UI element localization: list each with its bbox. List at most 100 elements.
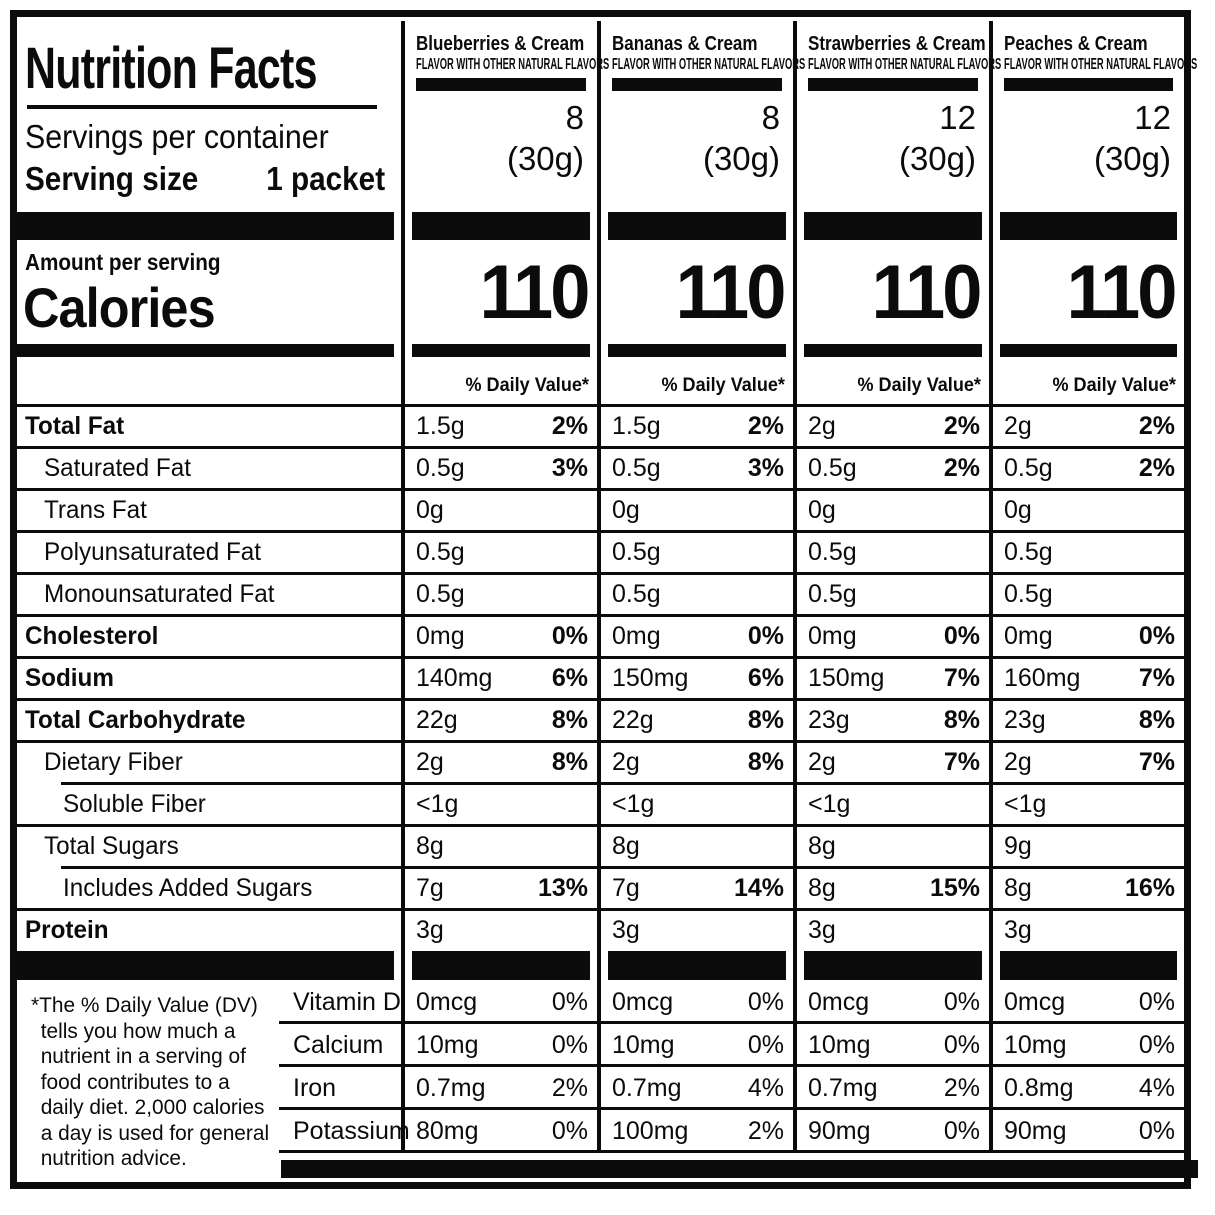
vitamin-amount: 90mg (808, 1117, 871, 1145)
vitamin-value-cell: 10mg 0% (401, 1024, 597, 1067)
servings-count: 12 (939, 99, 976, 136)
nutrient-amount: 3g (416, 916, 444, 944)
vitamin-value-cell: 0.7mg 2% (401, 1067, 597, 1110)
flavor-header-peaches: Peaches & Cream FLAVOR WITH OTHER NATURA… (989, 21, 1197, 211)
nutrient-daily-value: 7% (943, 664, 980, 692)
flavor-name: Bananas & Cream (612, 33, 758, 55)
flavor-tagline: FLAVOR WITH OTHER NATURAL FLAVORS (612, 54, 806, 73)
nutrient-amount: 8g (808, 832, 836, 860)
nutrient-daily-value: 13% (537, 874, 588, 902)
nutrient-row-includes-added-sugars: Includes Added Sugars 7g 13% 7g 14% 8g 15% 8g 16… (17, 866, 1184, 908)
nutrient-value-cell: 1.5g 2% (597, 404, 793, 446)
nutrient-amount: 9g (1004, 832, 1032, 860)
nutrient-value-cell: <1g (793, 782, 989, 824)
nutrient-value-cell: 0.5g (401, 530, 597, 572)
flavor-name: Peaches & Cream (1004, 33, 1148, 55)
nutrient-value-cell: 140mg 6% (401, 656, 597, 698)
vitamin-daily-value: 0% (943, 1031, 980, 1059)
nutrient-value-cell: 7g 14% (597, 866, 793, 908)
vitamin-value-cell: 0mcg 0% (793, 981, 989, 1024)
vitamin-value-cell: 100mg 2% (597, 1110, 793, 1153)
nutrient-value-cell: 0mg 0% (401, 614, 597, 656)
nutrient-value-cell: 3g (989, 908, 1184, 950)
nutrient-amount: 7g (612, 874, 640, 902)
nutrient-amount: 160mg (1004, 664, 1081, 692)
vitamin-daily-value: 0% (747, 1031, 784, 1059)
nutrient-label-cell: Polyunsaturated Fat (17, 530, 401, 572)
nutrient-amount: 8g (808, 874, 836, 902)
amount-per-serving-label: Amount per serving (25, 249, 221, 275)
calories-value-cell: 110 (989, 241, 1184, 343)
daily-value-footnote: *The % Daily Value (DV) tells you how mu… (31, 993, 270, 1170)
nutrient-amount: 0.5g (612, 538, 661, 566)
vitamin-value-cell: 10mg 0% (597, 1024, 793, 1067)
empty-cell (17, 358, 401, 404)
vitamin-value-cell: 0mcg 0% (597, 981, 793, 1024)
flavor-tagline: FLAVOR WITH OTHER NATURAL FLAVORS (808, 54, 1002, 73)
nutrient-value-cell: 0.5g (989, 530, 1184, 572)
vitamin-daily-value: 0% (1138, 1117, 1175, 1145)
vitamin-label-cell-vitamin-d: Vitamin D (279, 981, 401, 1024)
daily-value-header-text: % Daily Value* (857, 375, 981, 396)
nutrient-daily-value: 0% (551, 622, 588, 650)
nutrient-label: Polyunsaturated Fat (44, 538, 262, 566)
separator-bar-bottom (17, 950, 1184, 981)
vitamin-amount: 90mg (1004, 1117, 1067, 1145)
nutrient-value-cell: 7g 13% (401, 866, 597, 908)
nutrient-amount: 0.5g (416, 538, 465, 566)
nutrient-label-cell: Sodium (17, 656, 401, 698)
flavor-divider-bar (1004, 78, 1173, 91)
nutrient-label: Total Sugars (44, 832, 179, 860)
nutrient-label: Includes Added Sugars (63, 874, 313, 902)
vitamin-label: Vitamin D (293, 988, 401, 1016)
nutrient-amount: 2g (416, 748, 444, 776)
nutrient-daily-value: 8% (943, 706, 980, 734)
nutrient-value-cell: 0.5g (597, 572, 793, 614)
nutrient-value-cell: 0mg 0% (597, 614, 793, 656)
vitamin-daily-value: 2% (943, 1074, 980, 1102)
vitamin-amount: 0mcg (1004, 988, 1066, 1016)
daily-value-header-text: % Daily Value* (661, 375, 785, 396)
nutrient-label-cell: Monounsaturated Fat (17, 572, 401, 614)
nutrient-value-cell: 8g (401, 824, 597, 866)
nutrient-label-cell: Cholesterol (17, 614, 401, 656)
vitamin-daily-value: 0% (551, 988, 588, 1016)
nutrient-amount: <1g (416, 790, 459, 818)
nutrient-label-cell: Protein (17, 908, 401, 950)
nutrient-daily-value: 8% (747, 748, 784, 776)
nutrient-row-trans-fat: Trans Fat 0g 0g 0g 0g (17, 488, 1184, 530)
nutrient-row-total-fat: Total Fat 1.5g 2% 1.5g 2% 2g 2% 2g 2% (17, 404, 1184, 446)
nutrient-amount: 0mg (612, 622, 661, 650)
nutrient-amount: 0.5g (416, 454, 465, 482)
nutrient-value-cell: 0g (401, 488, 597, 530)
nutrient-amount: 23g (808, 706, 850, 734)
nutrient-value-cell: 1.5g 2% (401, 404, 597, 446)
daily-value-header-text: % Daily Value* (465, 375, 589, 396)
nutrient-amount: 7g (416, 874, 444, 902)
nutrient-amount: 150mg (612, 664, 689, 692)
nutrient-daily-value: 0% (943, 622, 980, 650)
vitamin-value-cell: 90mg 0% (793, 1110, 989, 1153)
nutrient-value-cell: 0.5g 2% (793, 446, 989, 488)
nutrient-value-cell: 3g (401, 908, 597, 950)
nutrient-value-cell: <1g (597, 782, 793, 824)
vitamin-amount: 10mg (416, 1031, 479, 1059)
nutrient-value-cell: 0g (989, 488, 1184, 530)
nutrient-daily-value: 0% (1138, 622, 1175, 650)
label-frame: Nutrition Facts Servings per container S… (10, 10, 1198, 1189)
calories-label: Calories (23, 276, 216, 339)
nutrient-amount: 2g (808, 412, 836, 440)
nutrient-value-cell: 0g (597, 488, 793, 530)
nutrient-value-cell: 8g (793, 824, 989, 866)
vitamin-daily-value: 4% (1138, 1074, 1175, 1102)
nutrient-row-protein: Protein 3g 3g 3g 3g (17, 908, 1184, 950)
nutrient-value-cell: 8g (597, 824, 793, 866)
vitamin-amount: 0.8mg (1004, 1074, 1074, 1102)
nutrient-value-cell: 0.5g (989, 572, 1184, 614)
nutrient-amount: 0.5g (612, 454, 661, 482)
nutrient-amount: <1g (808, 790, 851, 818)
nutrient-label: Sodium (25, 664, 114, 692)
nutrient-label: Trans Fat (44, 496, 147, 524)
vitamin-daily-value: 2% (747, 1117, 784, 1145)
bar-segment (989, 211, 1184, 241)
